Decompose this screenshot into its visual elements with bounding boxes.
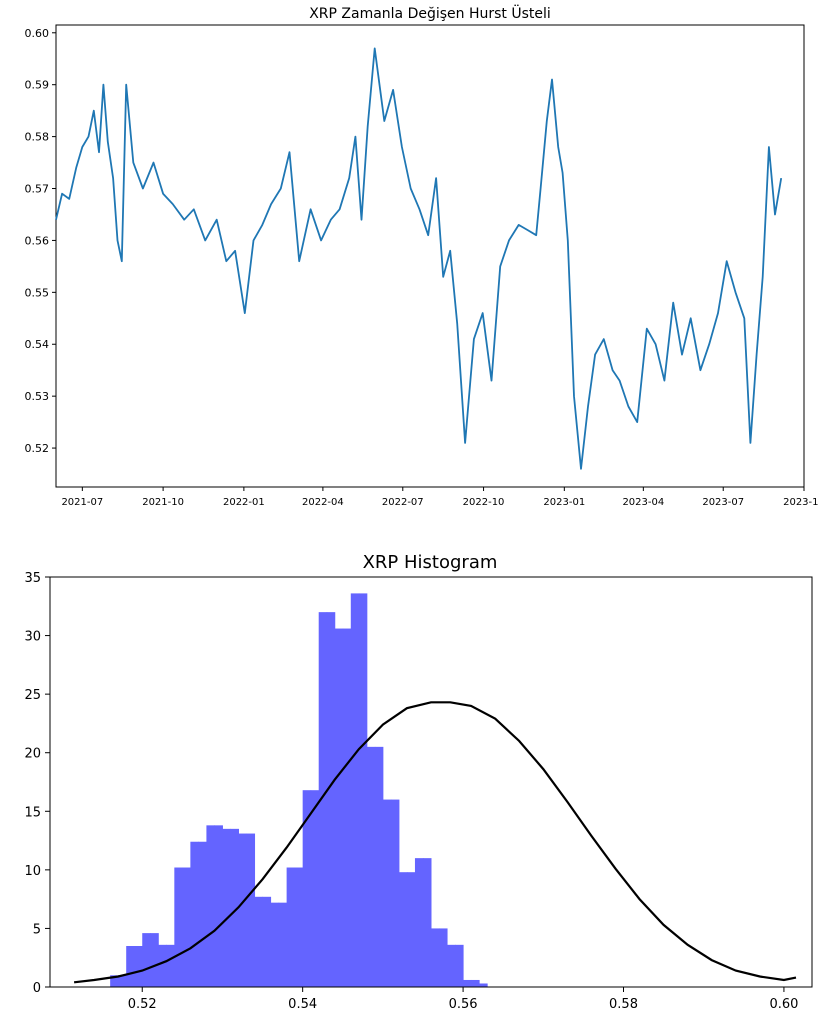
histogram-bar	[302, 790, 312, 987]
histogram-bar	[310, 790, 320, 987]
histogram-bar	[439, 928, 448, 987]
y-tick-label: 0.60	[25, 27, 50, 40]
x-tick-label: 2021-10	[142, 497, 184, 508]
histogram-bar	[158, 944, 167, 987]
y-tick-label: 10	[24, 864, 41, 879]
x-tick-label: 2022-01	[223, 497, 265, 508]
line-chart: XRP Zamanla Değişen Hurst Üsteli 0.520.5…	[25, 4, 819, 508]
histogram-bar	[350, 593, 360, 987]
histogram-bar	[238, 833, 248, 987]
histogram-bar	[431, 928, 440, 987]
line-chart-title: XRP Zamanla Değişen Hurst Üsteli	[309, 4, 551, 22]
histogram-bar	[406, 872, 416, 987]
histogram-bar	[398, 872, 408, 987]
normal-fit-curve	[73, 701, 797, 984]
histogram-bar	[463, 979, 472, 987]
histogram-title: XRP Histogram	[363, 552, 498, 573]
y-tick-label: 0.58	[25, 131, 50, 144]
x-tick-label: 2023-10	[783, 497, 819, 508]
histogram-bar	[150, 933, 159, 987]
y-tick-label: 30	[24, 630, 41, 645]
y-tick-label: 25	[24, 688, 41, 703]
histogram-bar	[174, 867, 183, 987]
histogram-bar	[414, 858, 424, 987]
histogram-bar	[206, 825, 215, 987]
histogram-bars	[110, 593, 488, 987]
x-tick-label: 0.54	[288, 997, 317, 1012]
y-tick-label: 0.57	[25, 183, 50, 196]
histogram-bar	[326, 612, 336, 987]
histogram-bar	[166, 944, 175, 987]
histogram-bar	[262, 896, 272, 987]
histogram-bar	[190, 841, 199, 987]
hurst-exponent-line	[55, 47, 783, 470]
histogram-bar	[374, 746, 384, 987]
histogram-bar	[358, 593, 368, 987]
histogram-bar	[422, 858, 432, 987]
histogram-y-axis: 0 5 10 15 20 25 30 35	[24, 571, 50, 996]
histogram-bar	[230, 828, 239, 987]
x-tick-label: 0.60	[769, 997, 798, 1012]
line-chart-frame	[55, 24, 805, 488]
y-tick-label: 35	[24, 571, 41, 586]
x-tick-label: 0.56	[449, 997, 478, 1012]
x-tick-label: 0.58	[609, 997, 638, 1012]
histogram-bar	[110, 975, 119, 987]
line-chart-x-axis: 2021-07 2021-10 2022-01 2022-04 2022-07 2022-…	[61, 487, 819, 508]
histogram-bar	[382, 799, 392, 987]
histogram-bar	[479, 983, 488, 987]
histogram-bar	[455, 944, 464, 987]
histogram-bar	[286, 867, 296, 987]
x-tick-label: 2023-07	[702, 497, 744, 508]
histogram-bar	[318, 612, 328, 987]
histogram-bar	[182, 867, 191, 987]
histogram-bar	[294, 867, 304, 987]
x-tick-label: 2022-10	[463, 497, 505, 508]
y-tick-label: 0.59	[25, 79, 50, 92]
line-chart-y-axis: 0.52 0.53 0.54 0.55 0.56 0.57 0.58 0.59 0.60	[25, 27, 56, 455]
y-tick-label: 0.56	[25, 234, 50, 247]
y-tick-label: 0.52	[25, 442, 50, 455]
histogram-bar	[142, 933, 151, 987]
histogram-bar	[342, 628, 352, 987]
y-tick-label: 0	[33, 981, 41, 996]
histogram-bar	[118, 975, 127, 987]
histogram-bar	[134, 946, 143, 987]
x-tick-label: 2022-07	[382, 497, 424, 508]
histogram-bar	[471, 979, 480, 987]
x-tick-label: 2023-01	[543, 497, 585, 508]
y-tick-label: 15	[24, 805, 41, 820]
y-tick-label: 0.54	[25, 338, 50, 351]
histogram-bar	[198, 841, 207, 987]
histogram-bar	[447, 944, 456, 987]
y-tick-label: 0.53	[25, 390, 50, 403]
histogram-bar	[334, 628, 344, 987]
y-tick-label: 20	[24, 747, 41, 762]
histogram-bar	[254, 896, 264, 987]
histogram-bar	[214, 825, 223, 987]
histogram-bar	[270, 902, 280, 987]
histogram-bar	[390, 799, 400, 987]
x-tick-label: 2021-07	[61, 497, 103, 508]
x-tick-label: 2023-04	[622, 497, 664, 508]
y-tick-label: 5	[33, 922, 41, 937]
x-tick-label: 0.52	[128, 997, 157, 1012]
x-tick-label: 2022-04	[302, 497, 344, 508]
histogram-frame	[49, 576, 813, 988]
histogram-bar	[366, 746, 376, 987]
histogram-bar	[222, 828, 231, 987]
histogram-x-axis: 0.52 0.54 0.56 0.58 0.60	[128, 987, 798, 1012]
y-tick-label: 0.55	[25, 286, 50, 299]
histogram-bar	[278, 902, 288, 987]
histogram-bar	[126, 946, 135, 987]
histogram-bar	[246, 833, 256, 987]
